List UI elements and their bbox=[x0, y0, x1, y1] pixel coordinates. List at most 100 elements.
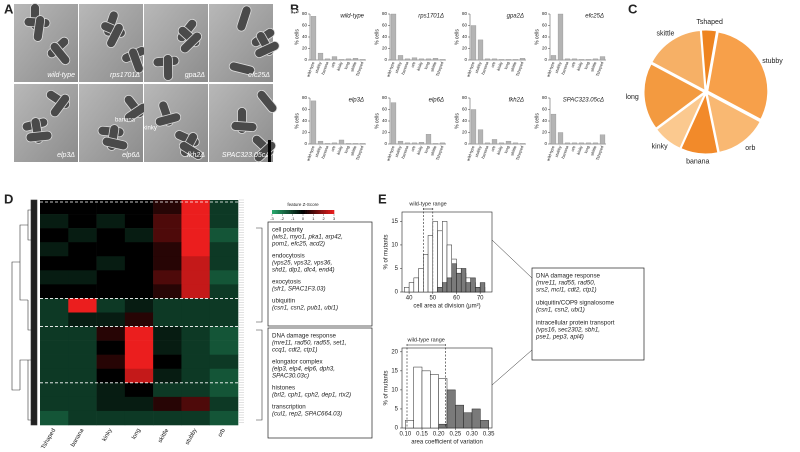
x-tick-label: wild-type bbox=[465, 144, 475, 161]
histogram-bar bbox=[442, 221, 448, 293]
bar bbox=[352, 143, 359, 145]
annotation-box bbox=[531, 267, 645, 361]
heatmap-cell bbox=[153, 298, 182, 313]
x-tick-label: stubby bbox=[474, 61, 483, 74]
panel-letter: C bbox=[628, 1, 638, 16]
panel-letter: A bbox=[4, 1, 14, 16]
x-tick-label: long bbox=[583, 61, 590, 70]
gene-list: pom1, efc25, acd2) bbox=[271, 241, 325, 248]
colorbar-tick-label: 3 bbox=[333, 216, 336, 221]
x-tick-label: 70 bbox=[477, 296, 484, 302]
cell bbox=[179, 31, 203, 54]
x-tick-label: kinky bbox=[336, 145, 344, 155]
heatmap-cell bbox=[40, 270, 69, 285]
y-axis-label: % cells bbox=[534, 29, 540, 45]
heatmap-cell bbox=[124, 214, 154, 229]
histogram-bar bbox=[418, 268, 424, 293]
group-heading: intracellular protein transport bbox=[536, 320, 615, 327]
histogram-bar bbox=[430, 374, 439, 429]
colorbar-step bbox=[317, 210, 320, 214]
histogram-bar bbox=[427, 235, 434, 293]
bar bbox=[564, 58, 571, 61]
colorbar-step bbox=[274, 210, 277, 214]
histogram-bar bbox=[470, 277, 476, 293]
heatmap-cell bbox=[209, 214, 239, 229]
strain-label: gpa2Δ bbox=[185, 72, 206, 79]
y-axis-label: % cells bbox=[454, 113, 460, 129]
y-tick-label: 0 bbox=[464, 141, 467, 146]
x-tick-label: kinky bbox=[336, 61, 344, 71]
y-tick-label: 0 bbox=[395, 290, 399, 296]
group-heading: ubiquitin bbox=[272, 298, 296, 305]
histogram-bar bbox=[456, 272, 462, 293]
colorbar-step bbox=[290, 210, 293, 214]
histogram-bar bbox=[479, 282, 486, 293]
x-tick-label: Tshaped bbox=[355, 61, 365, 77]
bar bbox=[359, 143, 366, 145]
x-tick-label: stubby bbox=[394, 61, 403, 74]
bar bbox=[418, 142, 425, 145]
slice-label: skittle bbox=[657, 30, 675, 37]
histogram-bar bbox=[438, 423, 448, 429]
group-heading: exocytosis bbox=[272, 279, 301, 286]
annotation-box bbox=[267, 221, 373, 327]
heatmap-cell bbox=[68, 228, 97, 243]
colorbar-step bbox=[319, 210, 322, 214]
heatmap-cell bbox=[209, 326, 239, 341]
x-tick-label: long bbox=[503, 145, 510, 154]
heatmap-cell bbox=[153, 256, 182, 271]
histogram-bar bbox=[413, 277, 419, 293]
chart-title: SPAC323.05cΔ bbox=[563, 98, 604, 104]
x-tick-label: long bbox=[423, 145, 430, 154]
x-tick-label: 50 bbox=[429, 296, 436, 302]
bar bbox=[470, 109, 477, 145]
y-tick-label: 80 bbox=[382, 95, 388, 100]
group-heading: elongator complex bbox=[272, 359, 323, 366]
colorbar-step bbox=[305, 210, 308, 214]
heatmap-cell bbox=[153, 382, 182, 398]
column-label: skittle bbox=[158, 427, 171, 444]
heatmap-cell bbox=[40, 326, 69, 341]
heatmap-cell bbox=[181, 326, 211, 341]
cell bbox=[106, 23, 124, 48]
bar bbox=[592, 58, 599, 61]
heatmap-cell bbox=[40, 382, 69, 398]
heatmap-cell bbox=[209, 396, 239, 412]
dendrogram bbox=[11, 199, 38, 426]
x-axis-label: area coefficient of variation bbox=[411, 440, 483, 446]
colorbar-tick-label: 2 bbox=[323, 216, 326, 221]
histogram-bar bbox=[442, 282, 448, 293]
x-tick-label: kinky bbox=[416, 145, 424, 155]
panel-letter: D bbox=[4, 191, 13, 206]
histogram-bar bbox=[438, 378, 448, 429]
x-tick-label: orb bbox=[410, 60, 417, 68]
x-tick-label: banana bbox=[320, 144, 330, 159]
heatmap-cell bbox=[68, 396, 97, 412]
bar bbox=[345, 143, 352, 145]
x-tick-label: orb bbox=[490, 60, 497, 68]
bar bbox=[425, 134, 432, 145]
x-tick-label: stubby bbox=[314, 61, 323, 74]
colorbar-step bbox=[286, 210, 289, 214]
heatmap-cell bbox=[96, 396, 126, 412]
y-tick-label: 20 bbox=[382, 130, 388, 135]
heatmap-cell bbox=[153, 312, 182, 327]
bar bbox=[550, 113, 557, 145]
y-tick-label: 10 bbox=[391, 243, 398, 249]
bar bbox=[578, 59, 585, 61]
heatmap-cell bbox=[181, 368, 211, 384]
heatmap-cell bbox=[40, 242, 69, 257]
bar bbox=[571, 142, 578, 145]
chart-title: fkh2Δ bbox=[509, 98, 524, 104]
heatmap-cell bbox=[153, 410, 182, 426]
bar bbox=[404, 142, 411, 145]
heatmap-cell bbox=[96, 312, 126, 327]
x-tick-label: stubby bbox=[554, 61, 563, 74]
bar bbox=[404, 58, 411, 61]
scale-bar bbox=[268, 140, 271, 162]
bar bbox=[345, 58, 352, 61]
column-label: long bbox=[131, 428, 142, 441]
gene-list: (csn1, csn2, ubi1) bbox=[536, 307, 585, 314]
histogram-bar bbox=[451, 263, 457, 293]
histogram-bar bbox=[437, 230, 443, 293]
